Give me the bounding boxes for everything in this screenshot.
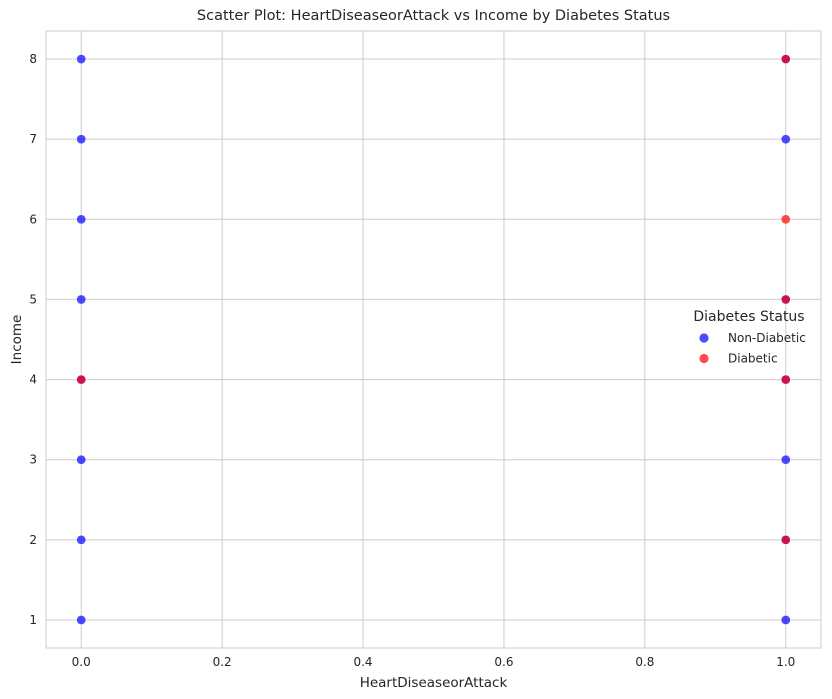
legend-title: Diabetes Status	[693, 309, 804, 325]
chart-title: Scatter Plot: HeartDiseaseorAttack vs In…	[197, 8, 670, 24]
plot-border	[45, 30, 822, 649]
point-non-diabetic	[76, 454, 87, 465]
grid	[46, 31, 821, 648]
y-tick-label: 6	[29, 212, 37, 226]
y-axis-label: Income	[9, 315, 25, 365]
point-non-diabetic	[76, 214, 87, 225]
legend: Diabetes Status Non-Diabetic Diabetic	[693, 309, 805, 366]
x-tick-label: 0.2	[213, 655, 232, 669]
y-tick-label: 2	[29, 533, 37, 547]
x-axis-label: HeartDiseaseorAttack	[360, 675, 508, 691]
x-tick-label: 1.0	[776, 655, 795, 669]
point-non-diabetic	[76, 54, 87, 64]
plot-area	[46, 31, 821, 648]
legend-marker-diabetic	[699, 353, 709, 364]
y-tick-label: 7	[29, 132, 37, 146]
point-diabetic	[780, 214, 791, 225]
y-tick-label: 4	[29, 373, 37, 387]
point-non-diabetic	[780, 134, 791, 145]
plot-frame	[45, 30, 822, 649]
y-tick-label: 1	[29, 613, 37, 627]
x-axis-ticks: 0.0 0.2 0.4 0.6 0.8 1.0	[72, 655, 796, 669]
y-axis-ticks: 1 2 3 4 5 6 7 8	[29, 52, 37, 627]
point-diabetic	[780, 374, 791, 385]
point-non-diabetic	[76, 534, 87, 545]
legend-label: Diabetic	[728, 352, 778, 366]
point-non-diabetic	[780, 454, 791, 465]
point-non-diabetic	[76, 615, 87, 625]
y-tick-label: 5	[29, 292, 37, 306]
legend-label: Non-Diabetic	[728, 331, 806, 345]
y-tick-label: 8	[29, 52, 37, 66]
point-diabetic	[780, 534, 791, 545]
x-tick-label: 0.8	[635, 655, 654, 669]
x-tick-label: 0.4	[353, 655, 372, 669]
point-non-diabetic	[76, 294, 87, 305]
legend-marker-non-diabetic	[699, 333, 709, 343]
x-tick-label: 0.0	[72, 655, 91, 669]
point-diabetic	[780, 54, 791, 64]
point-non-diabetic	[76, 134, 87, 145]
point-non-diabetic	[780, 615, 791, 625]
point-diabetic	[780, 294, 791, 305]
point-diabetic	[76, 374, 87, 385]
y-tick-label: 3	[29, 453, 37, 467]
x-tick-label: 0.6	[494, 655, 513, 669]
data-points	[76, 54, 791, 625]
